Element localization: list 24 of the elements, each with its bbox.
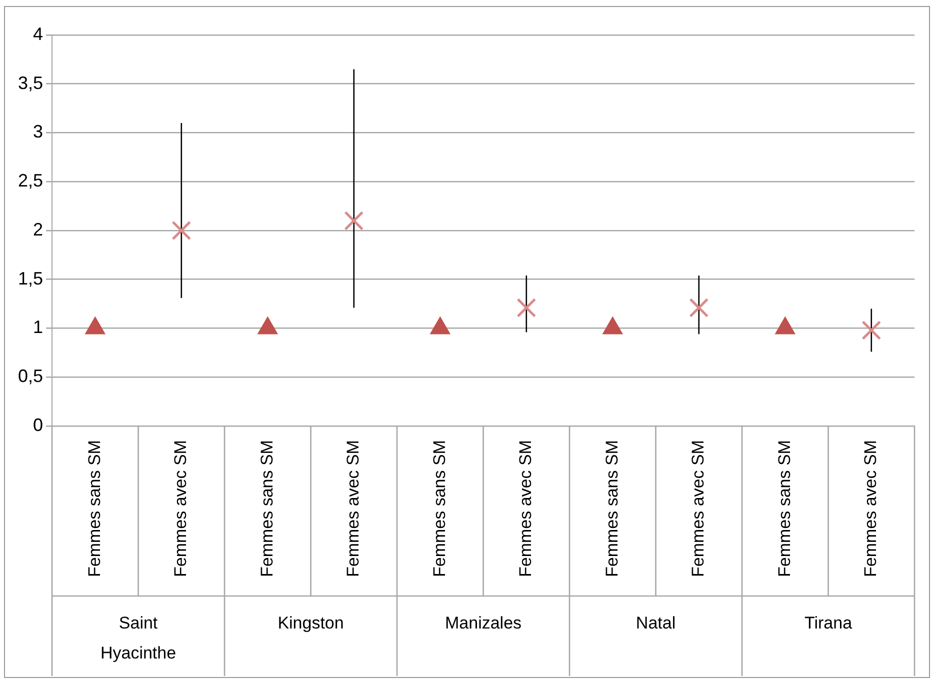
y-tick-label: 0 — [33, 415, 44, 435]
y-tick-label: 2 — [33, 219, 44, 240]
text: Tirana — [804, 614, 853, 633]
text: Natal — [636, 614, 676, 633]
x-tick-label: Femmes avec SM — [171, 440, 190, 578]
x-tick-label: Femmes sans SM — [84, 440, 104, 578]
text: Manizales — [444, 614, 522, 633]
x-tick-label: Femmes avec SM — [861, 440, 880, 578]
x-tick-label: Femmes sans SM — [774, 440, 794, 578]
x-tick-label: Femmes avec SM — [516, 440, 536, 578]
y-tick-label: 2,5 — [18, 170, 44, 191]
x-tick-label: Femmes sans SM — [602, 440, 622, 578]
y-tick-label: 3 — [33, 122, 44, 142]
y-tick-label: 1,5 — [18, 268, 44, 288]
y-tick-label: 0,5 — [18, 366, 44, 386]
x-tick-label: Femmes sans SM — [430, 440, 449, 578]
text: Kingston — [278, 614, 344, 633]
x-tick-label: Femmes avec SM — [344, 440, 363, 578]
text: Saint Hyacinthe — [100, 614, 176, 663]
x-tick-label: Femmes avec SM — [688, 440, 708, 578]
x-tick-label: Femmes sans SM — [257, 440, 276, 578]
y-tick-label: 1 — [33, 317, 44, 338]
y-tick-label: 3,5 — [18, 72, 44, 93]
y-tick-label: 4 — [33, 24, 44, 44]
